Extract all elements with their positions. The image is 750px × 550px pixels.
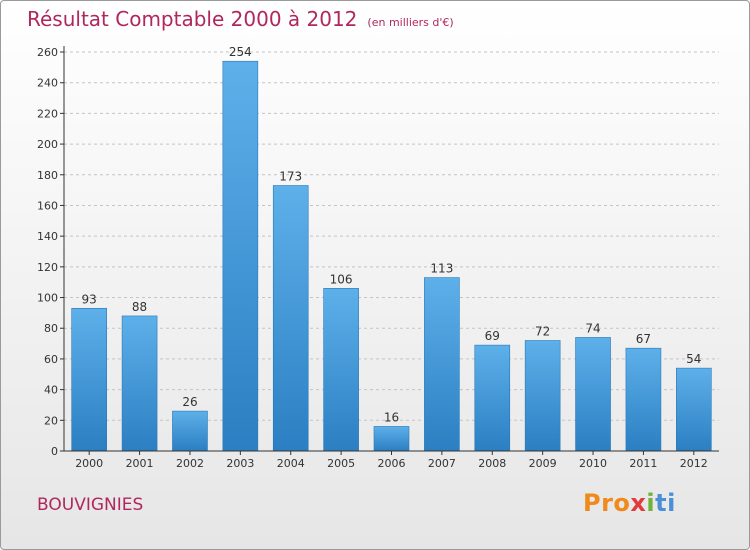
data-label: 113: [430, 262, 453, 276]
place-name: BOUVIGNIES: [37, 495, 144, 515]
proxiti-logo: Proxiti: [583, 489, 676, 517]
data-label: 88: [132, 300, 147, 314]
y-tick-label: 120: [37, 261, 58, 274]
x-tick-label: 2002: [176, 457, 204, 470]
x-tick-label: 2010: [579, 457, 607, 470]
x-tick-label: 2011: [629, 457, 657, 470]
x-tick-label: 2008: [478, 457, 506, 470]
axes: [60, 46, 719, 455]
y-tick-label: 240: [37, 77, 58, 90]
data-label: 106: [330, 272, 353, 286]
y-tick-label: 260: [37, 46, 58, 59]
x-tick-label: 2004: [277, 457, 305, 470]
bar-2001: [121, 315, 158, 452]
logo-part-4: ti: [655, 489, 676, 517]
data-label: 254: [229, 45, 252, 59]
labels: 0 20 40 60 80 100 120 140 160 180 200 220 240 260 93 20…: [37, 45, 708, 470]
y-tick-label: 0: [51, 445, 58, 458]
x-tick-label: 2007: [428, 457, 456, 470]
x-tick-label: 2012: [680, 457, 708, 470]
y-tick-label: 100: [37, 292, 58, 305]
bars: [71, 60, 712, 452]
x-tick-label: 2003: [226, 457, 254, 470]
data-label: 69: [485, 329, 500, 343]
bar-2009: [524, 340, 561, 452]
bar-2000: [71, 307, 107, 452]
bar-2006: [373, 426, 410, 452]
x-tick-label: 2005: [327, 457, 355, 470]
y-tick-label: 220: [37, 107, 58, 120]
bar-2004: [272, 185, 309, 452]
y-tick-label: 200: [37, 138, 58, 151]
data-label: 173: [279, 170, 302, 184]
y-tick-label: 80: [44, 322, 58, 335]
bar-2010: [575, 337, 611, 452]
data-label: 93: [82, 292, 97, 306]
y-tick-label: 140: [37, 230, 58, 243]
x-tick-label: 2000: [75, 457, 103, 470]
y-tick-label: 40: [44, 384, 58, 397]
logo-part-2: x: [630, 489, 647, 517]
y-tick-label: 20: [44, 414, 58, 427]
bar-2003: [222, 60, 259, 452]
data-label: 16: [384, 410, 399, 424]
data-label: 54: [686, 352, 701, 366]
y-tick-label: 60: [44, 353, 58, 366]
bar-2011: [625, 347, 662, 452]
bar-2007: [424, 277, 460, 452]
x-tick-label: 2001: [126, 457, 154, 470]
data-label: 74: [585, 321, 600, 335]
logo-part-3: i: [646, 489, 656, 517]
x-tick-label: 2009: [529, 457, 557, 470]
data-label: 72: [535, 325, 550, 339]
chart-title: Résultat Comptable 2000 à 2012 (en millie…: [27, 7, 454, 31]
logo-part-1: Pro: [583, 489, 631, 517]
x-tick-label: 2006: [378, 457, 406, 470]
bar-2012: [676, 367, 712, 452]
grid-lines: [64, 51, 719, 421]
data-label: 67: [636, 332, 651, 346]
chart-subtitle: (en milliers d'€): [367, 16, 454, 29]
y-tick-label: 160: [37, 199, 58, 212]
bar-2008: [474, 344, 511, 452]
bar-2002: [172, 410, 208, 452]
bar-2005: [323, 288, 359, 452]
y-tick-label: 180: [37, 169, 58, 182]
data-label: 26: [182, 395, 197, 409]
title-text: Résultat Comptable 2000 à 2012: [27, 7, 358, 31]
